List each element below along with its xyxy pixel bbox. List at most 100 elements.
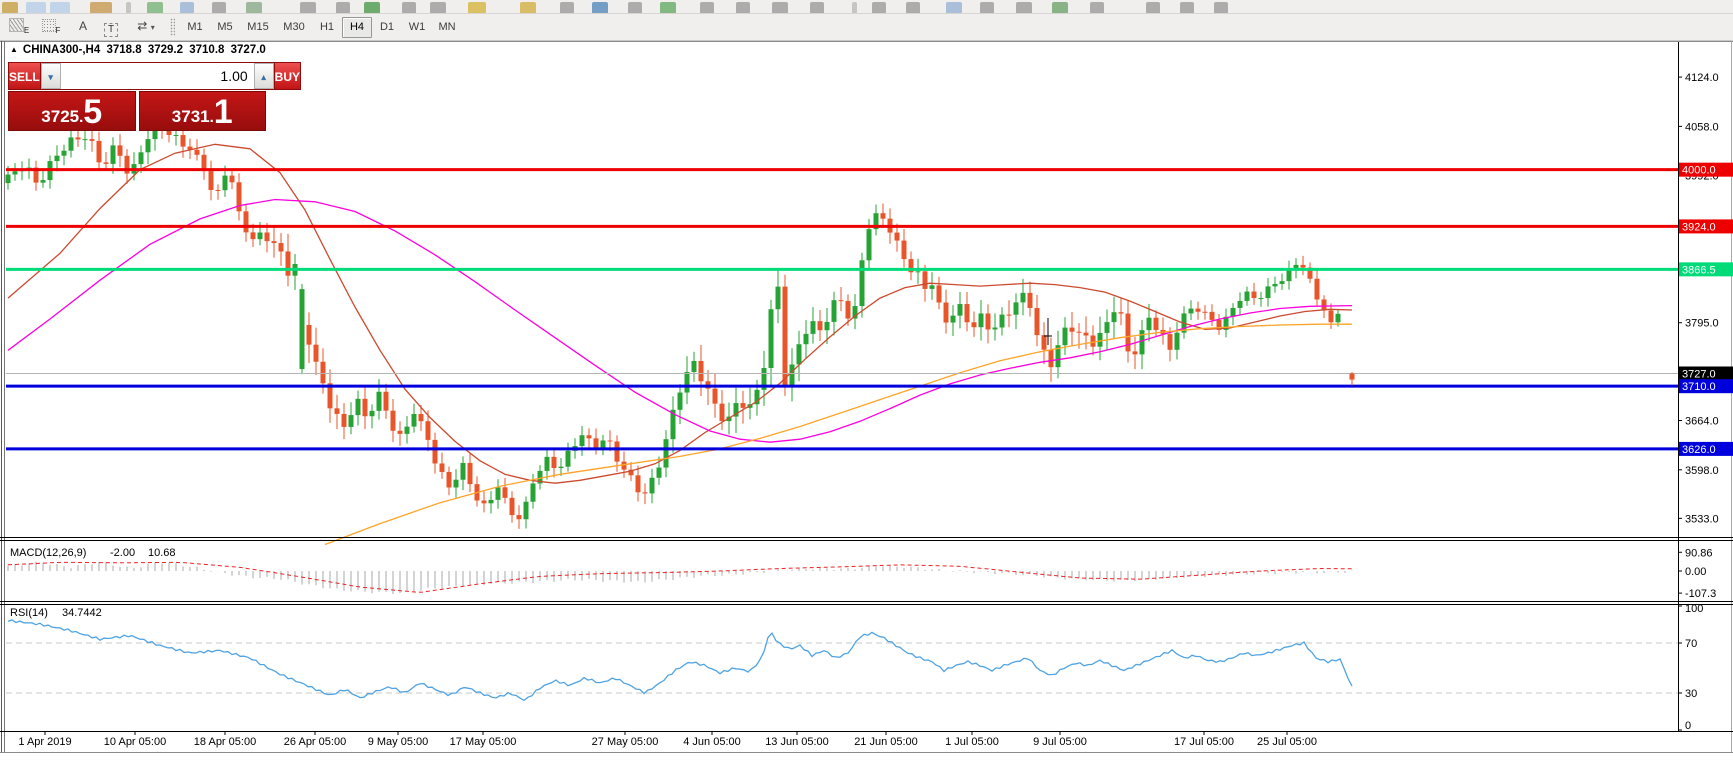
toolbar-icon-stub[interactable] bbox=[906, 2, 920, 13]
ma-fast-line bbox=[7, 143, 1353, 484]
text-label-button[interactable]: T bbox=[98, 16, 124, 37]
sell-button[interactable]: SELL bbox=[8, 62, 41, 90]
toolbar-icon-stub[interactable] bbox=[364, 2, 380, 13]
toolbar-icon-stub[interactable] bbox=[1180, 2, 1194, 13]
tf-button-M15[interactable]: M15 bbox=[247, 21, 269, 33]
candle-body bbox=[1167, 334, 1173, 350]
macd-axis-label: 90.86 bbox=[1685, 547, 1713, 559]
candle-body bbox=[796, 344, 802, 365]
toolbar-icon-stub[interactable] bbox=[736, 2, 750, 13]
candle-body bbox=[1265, 286, 1271, 299]
tf-button-MN[interactable]: MN bbox=[438, 21, 456, 33]
text-icon: A bbox=[78, 19, 87, 33]
candle-body bbox=[1083, 332, 1089, 336]
buy-price-panel[interactable]: 3731. 1 bbox=[138, 91, 266, 131]
toolbar-icon-stub[interactable] bbox=[300, 2, 316, 13]
toolbar-icon-stub[interactable] bbox=[700, 2, 714, 13]
volume-increase-button[interactable]: ▴ bbox=[253, 63, 274, 89]
buy-button[interactable]: BUY bbox=[273, 62, 302, 90]
toolbar-icon-stub[interactable] bbox=[946, 2, 962, 13]
toolbar-icon-stub[interactable] bbox=[468, 2, 486, 13]
toolbar-icon-stub[interactable] bbox=[180, 2, 194, 13]
toolbar-icon-stub[interactable] bbox=[560, 2, 574, 13]
candle-body bbox=[446, 471, 452, 488]
price-badge-label: 3924.0 bbox=[1682, 221, 1716, 233]
arrow-tools-button[interactable]: ⇄ ▾ bbox=[128, 16, 164, 37]
candle-body bbox=[285, 251, 291, 276]
candle-body bbox=[782, 286, 788, 387]
toolbar-icon-stub[interactable] bbox=[810, 2, 824, 13]
candle-body bbox=[894, 232, 900, 241]
toolbar-icon-stub[interactable] bbox=[980, 2, 994, 13]
sell-price-panel[interactable]: 3725. 5 bbox=[8, 91, 136, 131]
toolbar-icon-stub[interactable] bbox=[1214, 2, 1228, 13]
collapse-triangle-icon[interactable]: ▲ bbox=[10, 45, 18, 54]
toolbar-icon-stub[interactable] bbox=[147, 2, 163, 13]
candle-body bbox=[138, 152, 144, 165]
toolbar-icon-stub[interactable] bbox=[660, 2, 676, 13]
price-tick-label: 4124.0 bbox=[1685, 72, 1719, 84]
toolbar-icon-stub[interactable] bbox=[628, 2, 642, 13]
candle-body bbox=[537, 470, 543, 484]
toolbar-icon-stub[interactable] bbox=[246, 2, 262, 13]
candle-body bbox=[306, 324, 312, 345]
toolbar-icon-stub[interactable] bbox=[26, 2, 46, 13]
toolbar-icon-stub[interactable] bbox=[592, 2, 608, 13]
volume-decrease-button[interactable]: ▾ bbox=[40, 63, 61, 89]
toolbar-grip[interactable] bbox=[170, 18, 175, 36]
tf-button-H1[interactable]: H1 bbox=[319, 21, 335, 33]
candle-body bbox=[320, 361, 326, 384]
tf-button-M5[interactable]: M5 bbox=[217, 21, 233, 33]
toolbar-icon-stub[interactable] bbox=[402, 2, 416, 13]
toolbar-icon-stub[interactable] bbox=[336, 2, 350, 13]
toolbar-icon-stub[interactable] bbox=[520, 2, 536, 13]
toolbar-icon-stub[interactable] bbox=[852, 2, 857, 13]
toolbar-icon-stub[interactable] bbox=[1052, 2, 1068, 13]
candle-body bbox=[1279, 281, 1285, 284]
time-tick-label: 10 Apr 05:00 bbox=[104, 736, 166, 748]
candle-body bbox=[978, 313, 984, 328]
candle-body bbox=[642, 492, 648, 494]
candle-body bbox=[684, 371, 690, 393]
tf-button-M30[interactable]: M30 bbox=[283, 21, 305, 33]
equidistant-channel-button[interactable]: E bbox=[6, 16, 32, 37]
toolbar-icon-stub[interactable] bbox=[212, 2, 226, 13]
candle-body bbox=[187, 146, 193, 150]
toolbar-icon-stub[interactable] bbox=[772, 2, 788, 13]
toolbar-icon-stub[interactable] bbox=[2, 2, 18, 13]
time-tick-label: 4 Jun 05:00 bbox=[683, 736, 741, 748]
time-tick-label: 1 Apr 2019 bbox=[18, 736, 71, 748]
candle-body bbox=[103, 162, 109, 164]
candle-body bbox=[985, 313, 991, 330]
toolbar-icon-stub[interactable] bbox=[126, 2, 131, 13]
candle-body bbox=[201, 154, 207, 172]
toolbar-icon-stub[interactable] bbox=[50, 2, 70, 13]
candle-body bbox=[5, 174, 11, 184]
toolbar-icon-stub[interactable] bbox=[430, 2, 446, 13]
tf-button-D1[interactable]: D1 bbox=[379, 21, 395, 33]
text-button[interactable]: A bbox=[70, 16, 96, 37]
fibonacci-button[interactable]: F bbox=[38, 16, 64, 37]
candle-body bbox=[621, 461, 627, 470]
candle-body bbox=[1118, 312, 1124, 314]
toolbar-icon-stub[interactable] bbox=[90, 2, 112, 13]
candle-body bbox=[628, 469, 634, 476]
candle-body bbox=[831, 300, 837, 322]
tf-button-H4[interactable]: H4 bbox=[342, 17, 372, 38]
candle-body bbox=[404, 426, 410, 434]
toolbar-icon-stub[interactable] bbox=[1146, 2, 1160, 13]
candle-body bbox=[257, 232, 263, 240]
candle-body bbox=[12, 171, 18, 175]
ma-weighted-line bbox=[324, 323, 1352, 546]
volume-input[interactable] bbox=[60, 63, 254, 89]
candle-body bbox=[558, 466, 564, 469]
toolbar-icon-stub[interactable] bbox=[872, 2, 886, 13]
candle-body bbox=[873, 213, 879, 230]
candle-body bbox=[1202, 311, 1208, 313]
toolbar-icon-stub[interactable] bbox=[1090, 2, 1104, 13]
candle-body bbox=[1027, 292, 1033, 309]
tf-button-M1[interactable]: M1 bbox=[187, 21, 203, 33]
toolbar-icon-stub[interactable] bbox=[1016, 2, 1032, 13]
tf-button-W1[interactable]: W1 bbox=[408, 21, 426, 33]
